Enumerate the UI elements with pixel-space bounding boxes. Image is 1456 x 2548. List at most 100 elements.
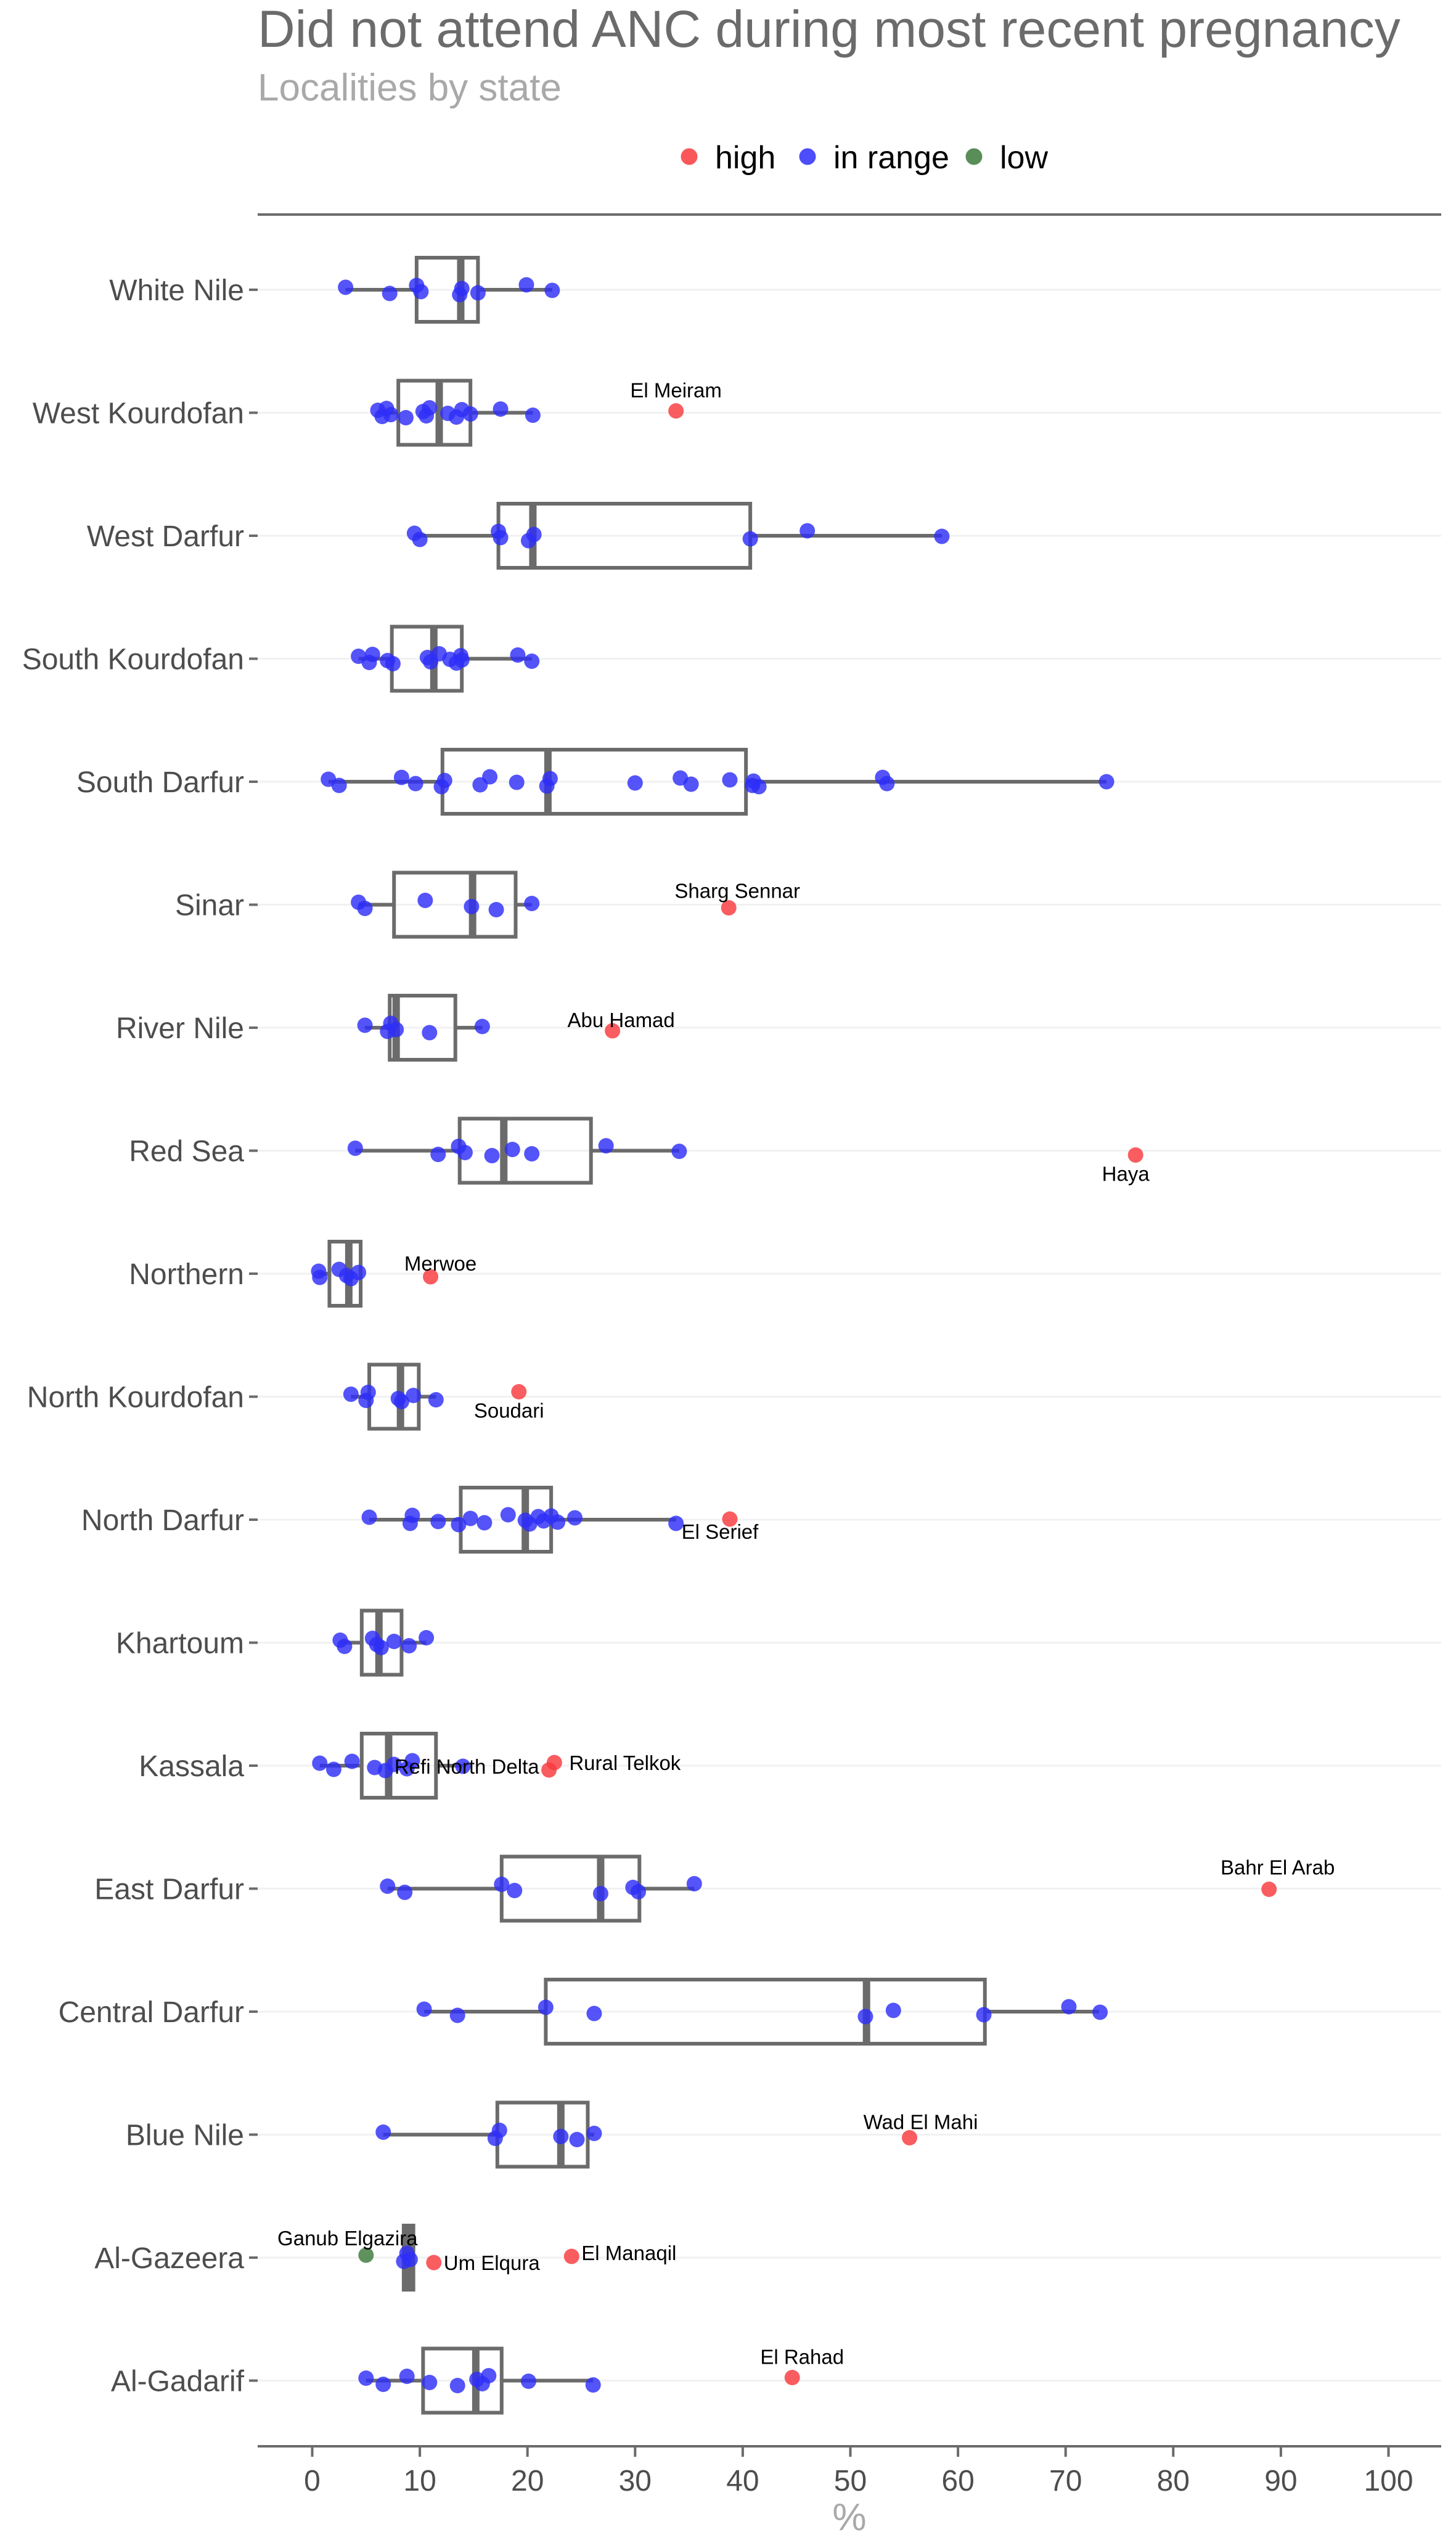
data-point (520, 2374, 536, 2389)
point-ganub-elgazira (358, 2247, 374, 2263)
data-point (474, 1018, 490, 1034)
data-point (430, 1514, 446, 1530)
chart-subtitle: Localities by state (258, 67, 562, 109)
x-axis: 0 10 20 30 40 50 60 70 80 90 100 (304, 2446, 1413, 2497)
data-point (404, 1753, 420, 1769)
data-point (668, 1515, 684, 1531)
group-north-kourdofan: Soudari (343, 1362, 544, 1431)
data-point (524, 1146, 540, 1161)
legend-item-in-range: in range (799, 140, 949, 176)
data-point (586, 2126, 602, 2141)
data-point (430, 1147, 446, 1162)
x-tick-label: 80 (1157, 2465, 1190, 2497)
data-point (885, 2002, 901, 2018)
x-tick-label: 60 (941, 2465, 974, 2497)
point-merwoe (423, 1269, 439, 1285)
y-tick-label-north-kourdofan: North Kourdofan (27, 1382, 244, 1414)
data-point (631, 1884, 647, 1899)
point-um-elqura (426, 2255, 442, 2271)
data-point (361, 1509, 377, 1525)
data-point (488, 902, 504, 917)
data-point (383, 407, 399, 422)
group-north-darfur: El Serief (361, 1486, 759, 1554)
data-point (402, 2251, 418, 2267)
data-point (422, 1025, 438, 1041)
y-tick-label-al-gazeera: Al-Gazeera (94, 2242, 244, 2275)
data-point (462, 1510, 478, 1526)
data-point (879, 776, 895, 792)
point-label-sharg-sennar: Sharg Sennar (674, 880, 800, 903)
data-point (484, 1148, 500, 1163)
group-al-gadarif: El Rahad (358, 2346, 844, 2415)
y-tick-label-blue-nile: Blue Nile (126, 2120, 244, 2152)
data-point (507, 1883, 523, 1898)
x-tick-label: 70 (1049, 2465, 1082, 2497)
point-label-rural-telkok: Rural Telkok (569, 1751, 681, 1774)
legend: high in range low (681, 140, 1048, 176)
data-point (482, 769, 498, 785)
data-point (337, 1639, 353, 1654)
point-wad-el-mahi (902, 2130, 918, 2145)
group-red-sea: Haya (347, 1116, 1150, 1186)
data-point (312, 1269, 328, 1285)
box-iqr (392, 870, 518, 939)
data-point (455, 1758, 471, 1774)
point-soudari (511, 1384, 527, 1399)
data-point (462, 406, 478, 422)
point-label-el-rahad: El Rahad (760, 2346, 844, 2369)
data-point (491, 2123, 507, 2138)
data-point (413, 284, 429, 300)
data-point (436, 772, 452, 789)
legend-item-low: low (965, 140, 1048, 176)
data-point (671, 1144, 687, 1159)
box-iqr (359, 1732, 438, 1800)
y-tick-label-north-darfur: North Darfur (81, 1504, 244, 1537)
y-tick-label-khartoum: Khartoum (116, 1628, 244, 1660)
y-tick-label-northern: Northern (129, 1258, 244, 1291)
point-label-bahr-el-arab: Bahr El Arab (1221, 1856, 1335, 1879)
data-point (357, 901, 373, 916)
data-point (550, 1514, 566, 1530)
point-label-um-elqura: Um Elqura (444, 2251, 541, 2274)
y-tick-label-south-kourdofan: South Kourdofan (22, 644, 244, 676)
legend-label-in-range: in range (833, 140, 949, 176)
data-point (422, 400, 438, 416)
legend-item-high: high (681, 140, 775, 176)
data-point (358, 2370, 374, 2386)
data-point (449, 2378, 465, 2393)
x-tick-label: 20 (511, 2465, 544, 2497)
group-al-gazeera: Ganub Elgazira Um Elqura El Manaqil (277, 2224, 676, 2292)
data-point (592, 1886, 608, 1901)
data-point (585, 2377, 601, 2393)
data-point (422, 2375, 438, 2390)
data-point (360, 1385, 376, 1400)
y-tick-label-west-darfur: West Darfur (87, 520, 244, 553)
point-label-haya: Haya (1102, 1163, 1150, 1186)
point-rural-telkok (546, 1755, 562, 1771)
group-blue-nile: Wad El Mahi (375, 2100, 978, 2169)
plot-area: El Meiram Sharg Sennar Abu Hamad Haya Merwoe… (277, 256, 1335, 2415)
data-point (375, 2124, 391, 2140)
y-tick-label-sinar: Sinar (175, 890, 244, 922)
data-point (343, 1387, 359, 1402)
data-point (518, 277, 534, 293)
data-point (742, 531, 758, 547)
data-point (416, 2001, 432, 2017)
point-el-meiram (668, 403, 684, 419)
data-point (412, 531, 428, 547)
data-point (385, 656, 401, 671)
data-point (404, 1507, 420, 1523)
chart-title: Did not attend ANC during most recent pr… (258, 0, 1401, 58)
y-tick-label-south-darfur: South Darfur (76, 766, 244, 799)
group-white-nile (338, 256, 560, 324)
y-tick-label-east-darfur: East Darfur (94, 1874, 244, 1906)
data-point (406, 1388, 422, 1403)
point-label-wad-el-mahi: Wad El Mahi (864, 2111, 978, 2134)
data-point (553, 2129, 569, 2144)
data-point (1061, 1999, 1077, 2015)
x-tick-label: 0 (304, 2465, 321, 2497)
data-point (375, 2377, 391, 2392)
group-west-kourdofan: El Meiram (370, 379, 722, 447)
data-point (386, 1756, 402, 1772)
